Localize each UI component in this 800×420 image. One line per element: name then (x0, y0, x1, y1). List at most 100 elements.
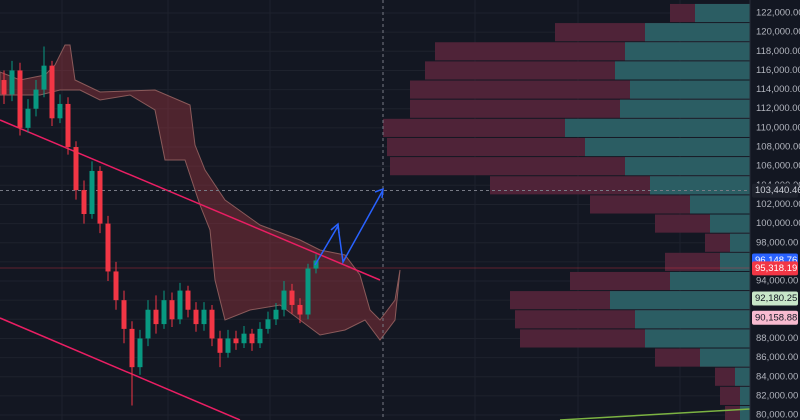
profile-buy (625, 157, 750, 176)
candle-body (241, 333, 247, 344)
candle-body (129, 328, 135, 368)
arrow-head (330, 222, 340, 234)
y-tick-label: 98,000.00 (756, 237, 798, 248)
candle-body (9, 70, 15, 95)
candle-body (257, 328, 263, 344)
trend-line (0, 119, 381, 281)
candle-body (121, 300, 127, 329)
candle-body (105, 223, 111, 272)
candle-body (57, 103, 63, 119)
candle-body (185, 290, 191, 310)
y-tick-label: 84,000.00 (756, 371, 798, 382)
profile-buy (645, 23, 750, 42)
candle-body (41, 65, 47, 90)
candle-body (209, 309, 215, 339)
y-tick-label: 118,000.00 (756, 46, 800, 57)
candle-body (153, 309, 159, 325)
profile-buy (695, 3, 750, 23)
arrow-head (374, 187, 384, 199)
candle-body (297, 304, 303, 315)
y-tick-label: 114,000.00 (756, 84, 800, 95)
y-tick-label: 82,000.00 (756, 390, 798, 401)
profile-buy (710, 214, 750, 233)
candle-body (73, 147, 79, 191)
profile-buy (650, 176, 750, 195)
candle-body (201, 309, 207, 325)
price-label-text: 95,318.19 (755, 263, 797, 274)
profile-buy (740, 386, 750, 405)
y-tick-label: 102,000.00 (756, 199, 800, 210)
candle-body (49, 65, 55, 119)
candle-body (1, 80, 7, 95)
candle-body (33, 89, 39, 109)
y-tick-label: 106,000.00 (756, 161, 800, 172)
profile-buy (615, 61, 750, 80)
candle-body (81, 190, 87, 215)
arrow-path (314, 189, 384, 266)
price-label-box (752, 183, 798, 198)
volume-profile (383, 3, 750, 420)
price-label-text: 92,180.25 (755, 293, 797, 304)
profile-buy (720, 252, 750, 271)
candle-body (281, 290, 287, 310)
y-tick-label: 88,000.00 (756, 333, 798, 344)
profile-buy (620, 99, 750, 118)
price-label-text: 96,148.76 (755, 255, 797, 266)
profile-buy (610, 291, 750, 310)
y-tick-label: 122,000.00 (756, 8, 800, 19)
price-label-box (752, 291, 798, 306)
candle-body (289, 290, 295, 305)
y-tick-label: 108,000.00 (756, 142, 800, 153)
candle-body (161, 300, 167, 325)
candle-body (273, 309, 279, 320)
candle-body (25, 108, 31, 128)
price-label-text: 103,440.46 (755, 185, 800, 196)
trend-line (0, 317, 241, 420)
y-tick-label: 112,000.00 (756, 103, 800, 114)
trend-line (559, 408, 751, 420)
projection-arrows (314, 187, 384, 266)
candle-body (97, 170, 103, 224)
profile-buy (735, 367, 750, 386)
candle-body (225, 338, 231, 353)
y-tick-label: 116,000.00 (756, 65, 800, 76)
candle-body (217, 338, 223, 353)
y-tick-label: 80,000.00 (756, 410, 798, 420)
candle-body (233, 338, 239, 344)
candle-body (177, 290, 183, 320)
candle-body (89, 170, 95, 215)
candle-body (169, 300, 175, 320)
candle-body (113, 271, 119, 301)
price-label-box (752, 310, 798, 325)
y-tick-label: 100,000.00 (756, 218, 800, 229)
profile-buy (645, 329, 750, 348)
candle-body (145, 309, 151, 339)
price-label-box (752, 261, 798, 276)
ichimoku-cloud (0, 44, 401, 341)
candle-body (193, 309, 199, 325)
axis-labels: 80,000.00 82,000.00 84,000.00 86,000.00 88,0… (752, 8, 800, 420)
candle-body (17, 70, 23, 128)
profile-buy (700, 348, 750, 367)
profile-buy (635, 310, 750, 329)
y-tick-label: 94,000.00 (756, 276, 798, 287)
candle-body (265, 319, 271, 329)
candle-body (249, 333, 255, 344)
profile-buy (740, 405, 750, 420)
candle-body (305, 268, 311, 315)
profile-buy (670, 271, 750, 291)
profile-buy (730, 233, 750, 252)
profile-buy (585, 137, 750, 157)
candle-body (137, 338, 143, 368)
y-tick-label: 86,000.00 (756, 352, 798, 363)
profile-buy (565, 118, 750, 137)
profile-buy (625, 42, 750, 61)
profile-buy (630, 80, 750, 99)
price-axis (750, 0, 800, 420)
candles (1, 46, 319, 406)
y-tick-label: 120,000.00 (756, 27, 800, 38)
candle-body (65, 103, 71, 148)
y-tick-label: 110,000.00 (756, 122, 800, 133)
